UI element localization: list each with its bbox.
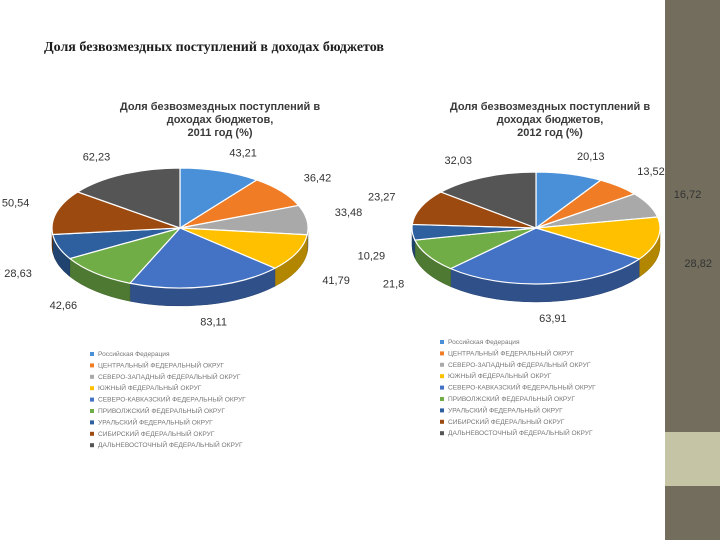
legend-swatch [90,363,94,368]
legend-label: ПРИВОЛЖСКИЙ ФЕДЕРАЛЬНЫЙ ОКРУГ [98,406,225,415]
chart-title-line: 2011 год (%) [187,127,252,139]
pie-value-label: 62,23 [83,152,111,164]
pie-chart-2: Доля безвозмездных поступлений вдоходах … [358,101,712,437]
legend-label: СИБИРСКИЙ ФЕДЕРАЛЬНЫЙ ОКРУГ [98,429,215,438]
pie-slice [128,227,277,289]
pie-value-label: 63,91 [539,313,567,325]
pie-side-walls [411,227,661,303]
chart-title-line: 2012 год (%) [517,127,583,139]
legend-label: Российская Федерация [448,338,520,346]
pie-value-label: 20,13 [577,151,605,163]
legend-label: СИБИРСКИЙ ФЕДЕРАЛЬНЫЙ ОКРУГ [448,417,565,426]
legend-label: ДАЛЬНЕВОСТОЧНЫЙ ФЕДЕРАЛЬНЫЙ ОКРУГ [98,440,243,449]
legend-label: СЕВЕРО-ЗАПАДНЫЙ ФЕДЕРАЛЬНЫЙ ОКРУГ [98,372,241,381]
chart-title-line: доходах бюджетов, [497,114,604,126]
pie-value-label: 21,8 [383,279,404,291]
legend-swatch [90,443,94,448]
pie-value-label: 16,72 [674,189,702,201]
pie-value-label: 28,63 [4,268,32,280]
legend-swatch [440,408,444,413]
legend-label: ДАЛЬНЕВОСТОЧНЫЙ ФЕДЕРАЛЬНЫЙ ОКРУГ [448,428,593,437]
legend-swatch [440,362,444,367]
pie-chart-1: Доля безвозмездных поступлений вдоходах … [2,101,362,449]
pie-value-label: 50,54 [2,198,30,210]
legend-swatch [440,431,444,436]
legend-swatch [440,351,444,356]
chart-title-line: Доля безвозмездных поступлений в [450,101,651,113]
pie-value-label: 32,03 [445,155,473,167]
chart-title-line: доходах бюджетов, [167,114,274,126]
legend-swatch [440,397,444,401]
legend-swatch [440,340,444,344]
legend-label: ЮЖНЫЙ ФЕДЕРАЛЬНЫЙ ОКРУГ [98,383,202,392]
pie-value-label: 28,82 [684,258,712,270]
legend-label: ЮЖНЫЙ ФЕДЕРАЛЬНЫЙ ОКРУГ [448,371,552,380]
pie-value-label: 33,48 [335,207,363,219]
pie-slice [68,226,182,284]
legend-swatch [90,409,94,413]
pie-value-label: 36,42 [304,172,332,184]
legend-label: СЕВЕРО-КАВКАЗСКИЙ ФЕДЕРАЛЬНЫЙ ОКРУГ [98,395,246,404]
legend-swatch [90,386,94,391]
legend-swatch [90,420,94,425]
pie-slice [51,191,181,236]
legend-swatch [90,374,94,379]
pie-slice [411,191,537,229]
chart-legend: Российская Федерация ЦЕНТРАЛЬНЫЙ ФЕДЕРАЛЬ… [440,338,596,437]
legend-swatch [90,397,94,402]
legend-label: СЕВЕРО-ЗАПАДНЫЙ ФЕДЕРАЛЬНЫЙ ОКРУГ [448,360,591,369]
legend-label: СЕВЕРО-КАВКАЗСКИЙ ФЕДЕРАЛЬНЫЙ ОКРУГ [448,383,596,392]
pie-value-label: 83,11 [200,316,227,328]
pie-slice [439,171,537,229]
legend-label: ЦЕНТРАЛЬНЫЙ ФЕДЕРАЛЬНЫЙ ОКРУГ [448,348,574,357]
legend-swatch [90,431,94,436]
pie-slice [76,167,181,229]
legend-label: УРАЛЬСКИЙ ФЕДЕРАЛЬНЫЙ ОКРУГ [98,417,213,426]
pie-value-label: 43,21 [229,148,257,160]
legend-swatch [90,352,94,356]
right-decor-accent [665,432,720,486]
legend-label: УРАЛЬСКИЙ ФЕДЕРАЛЬНЫЙ ОКРУГ [448,405,563,414]
legend-label: ЦЕНТРАЛЬНЫЙ ФЕДЕРАЛЬНЫЙ ОКРУГ [98,360,224,369]
pie-slice [179,227,308,269]
legend-label: ПРИВОЛЖСКИЙ ФЕДЕРАЛЬНЫЙ ОКРУГ [448,394,575,403]
legend-swatch [440,374,444,379]
chart-title-line: Доля безвозмездных поступлений в [120,101,321,113]
pie-value-label: 13,52 [637,166,665,178]
pie-slice [535,216,661,260]
pie-value-label: 42,66 [50,300,78,312]
pie-value-label: 10,29 [358,250,386,262]
pie-slice [179,167,259,230]
chart-legend: Российская Федерация ЦЕНТРАЛЬНЫЙ ФЕДЕРАЛЬ… [90,350,246,449]
legend-swatch [440,419,444,424]
pie-slice [449,227,641,285]
legend-swatch [440,385,444,390]
pie-value-label: 23,27 [368,192,396,204]
legend-label: Российская Федерация [98,350,170,358]
pie-value-label: 41,79 [322,275,350,287]
slide-title: Доля безвозмездных поступлений в доходах… [44,40,384,55]
